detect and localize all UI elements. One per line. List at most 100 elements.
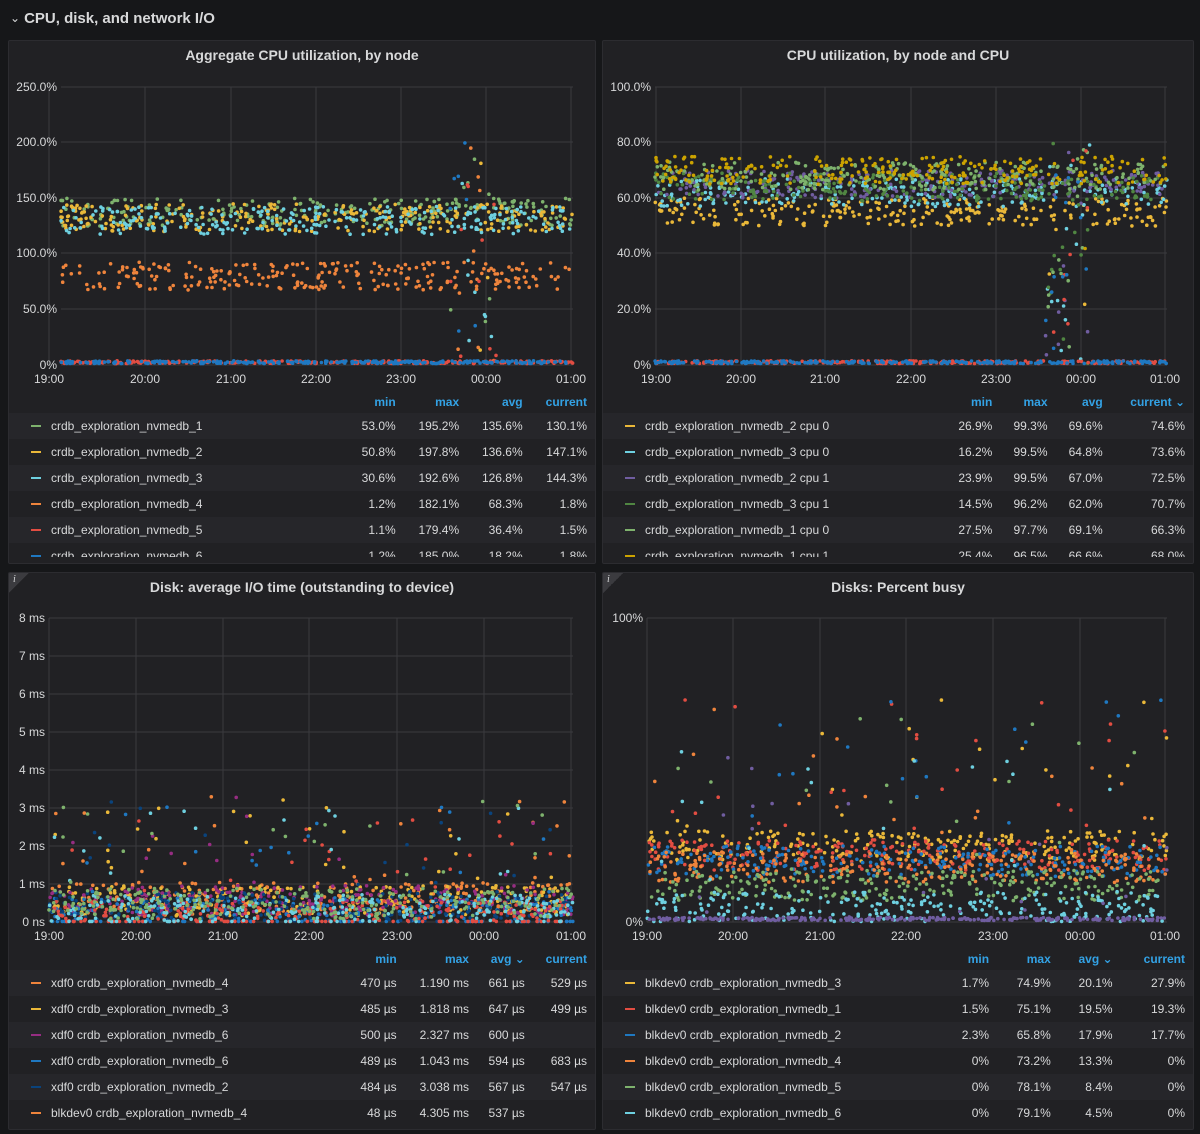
series-color-swatch[interactable]: [31, 477, 41, 479]
legend-col-0[interactable]: min: [945, 948, 997, 970]
series-color-swatch[interactable]: [625, 425, 635, 427]
legend-row[interactable]: blkdev0 crdb_exploration_nvmedb_3 1.7% 74.…: [603, 970, 1193, 996]
series-color-swatch[interactable]: [31, 1086, 41, 1088]
chevron-down-icon[interactable]: ⌄: [10, 11, 20, 25]
series-name[interactable]: xdf0 crdb_exploration_nvmedb_6: [51, 1054, 228, 1068]
series-color-swatch[interactable]: [625, 982, 635, 984]
series-name[interactable]: crdb_exploration_nvmedb_3: [51, 471, 202, 485]
legend-col-1[interactable]: max: [405, 948, 477, 970]
legend-row[interactable]: crdb_exploration_nvmedb_2 cpu 0 26.9% 99.3…: [603, 413, 1193, 439]
series-color-swatch[interactable]: [625, 1008, 635, 1010]
legend-row[interactable]: blkdev0 crdb_exploration_nvmedb_4 48 µs 4.…: [9, 1100, 595, 1123]
series-color-swatch[interactable]: [31, 982, 41, 984]
legend-col-3[interactable]: current: [531, 391, 595, 413]
series-name[interactable]: xdf0 crdb_exploration_nvmedb_6: [51, 1028, 228, 1042]
series-name[interactable]: crdb_exploration_nvmedb_3 cpu 0: [645, 445, 829, 459]
series-name[interactable]: blkdev0 crdb_exploration_nvmedb_5: [645, 1080, 841, 1094]
series-name[interactable]: crdb_exploration_nvmedb_2 cpu 1: [645, 471, 829, 485]
series-color-swatch[interactable]: [625, 1034, 635, 1036]
series-color-swatch[interactable]: [625, 1086, 635, 1088]
row-header[interactable]: ⌄ CPU, disk, and network I/O: [0, 0, 1200, 36]
series-name[interactable]: crdb_exploration_nvmedb_4: [51, 497, 202, 511]
legend-col-2[interactable]: avg: [467, 391, 530, 413]
legend-col-2[interactable]: avg ⌄: [477, 948, 533, 970]
legend-col-3[interactable]: current: [533, 948, 595, 970]
legend-col-0[interactable]: min: [349, 948, 405, 970]
series-name[interactable]: crdb_exploration_nvmedb_3 cpu 1: [645, 497, 829, 511]
legend-row[interactable]: crdb_exploration_nvmedb_3 cpu 0 16.2% 99.5…: [603, 439, 1193, 465]
panel-disks-percent-busy[interactable]: i Disks: Percent busy 100% 0% 19:00 20:00 21:0…: [602, 572, 1194, 1130]
legend-col-2[interactable]: avg: [1056, 391, 1111, 413]
series-name[interactable]: crdb_exploration_nvmedb_1 cpu 0: [645, 523, 829, 537]
legend-col-1[interactable]: max: [1000, 391, 1055, 413]
series-color-swatch[interactable]: [625, 477, 635, 479]
series-color-swatch[interactable]: [31, 1034, 41, 1036]
series-name[interactable]: crdb_exploration_nvmedb_1 cpu 1: [645, 549, 829, 557]
legend-col-1[interactable]: max: [997, 948, 1059, 970]
graph-area[interactable]: 100.0% 80.0% 60.0% 40.0% 20.0% 0%19:00 20:00 21…: [603, 41, 1193, 395]
series-name[interactable]: xdf0 crdb_exploration_nvmedb_4: [51, 976, 228, 990]
series-name[interactable]: blkdev0 crdb_exploration_nvmedb_4: [645, 1054, 841, 1068]
series-color-swatch[interactable]: [31, 1008, 41, 1010]
graph-area[interactable]: 8 ms 7 ms 6 ms 5 ms 4 ms 3 ms 2 ms 1 ms 0 ns19:0…: [9, 573, 595, 952]
series-name[interactable]: xdf0 crdb_exploration_nvmedb_3: [51, 1002, 228, 1016]
series-name[interactable]: blkdev0 crdb_exploration_nvmedb_4: [51, 1106, 247, 1120]
graph-area[interactable]: 100% 0%19:00 20:00 21:00 22:00 23:00 00:00 01:0…: [603, 573, 1193, 952]
series-color-swatch[interactable]: [625, 503, 635, 505]
panel-disk-io-time[interactable]: i Disk: average I/O time (outstanding to …: [8, 572, 596, 1130]
series-name[interactable]: crdb_exploration_nvmedb_5: [51, 523, 202, 537]
series-name[interactable]: blkdev0 crdb_exploration_nvmedb_6: [645, 1106, 841, 1120]
series-name[interactable]: crdb_exploration_nvmedb_2: [51, 445, 202, 459]
panel-cpu-by-node-and-cpu[interactable]: CPU utilization, by node and CPU 100.0% 80…: [602, 40, 1194, 564]
legend-col-0[interactable]: min: [349, 391, 404, 413]
series-name[interactable]: crdb_exploration_nvmedb_6: [51, 549, 202, 557]
series-color-swatch[interactable]: [625, 555, 635, 557]
legend-row[interactable]: blkdev0 crdb_exploration_nvmedb_4 0% 73.2%…: [603, 1048, 1193, 1074]
legend-row[interactable]: crdb_exploration_nvmedb_3 cpu 1 14.5% 96.2…: [603, 491, 1193, 517]
legend-row[interactable]: crdb_exploration_nvmedb_6 1.2% 185.0% 18.2%…: [9, 543, 595, 557]
series-color-swatch[interactable]: [31, 555, 41, 557]
legend-col-3[interactable]: current ⌄: [1111, 391, 1193, 413]
legend-row[interactable]: crdb_exploration_nvmedb_4 1.2% 182.1% 68.3%…: [9, 491, 595, 517]
legend-row[interactable]: xdf0 crdb_exploration_nvmedb_2 484 µs 3.03…: [9, 1074, 595, 1100]
series-color-swatch[interactable]: [625, 1112, 635, 1114]
legend-row[interactable]: blkdev0 crdb_exploration_nvmedb_6 0% 79.1%…: [603, 1100, 1193, 1123]
series-name[interactable]: crdb_exploration_nvmedb_2 cpu 0: [645, 419, 829, 433]
legend-col-0[interactable]: min: [945, 391, 1000, 413]
series-color-swatch[interactable]: [31, 529, 41, 531]
legend-row[interactable]: blkdev0 crdb_exploration_nvmedb_1 1.5% 75.…: [603, 996, 1193, 1022]
legend-row[interactable]: crdb_exploration_nvmedb_2 cpu 1 23.9% 99.5…: [603, 465, 1193, 491]
series-name[interactable]: blkdev0 crdb_exploration_nvmedb_3: [645, 976, 841, 990]
series-color-swatch[interactable]: [625, 1060, 635, 1062]
legend-row[interactable]: blkdev0 crdb_exploration_nvmedb_2 2.3% 65.…: [603, 1022, 1193, 1048]
legend-row[interactable]: crdb_exploration_nvmedb_1 cpu 1 25.4% 96.5…: [603, 543, 1193, 557]
legend-col-3[interactable]: current: [1121, 948, 1193, 970]
legend-row[interactable]: xdf0 crdb_exploration_nvmedb_6 500 µs 2.32…: [9, 1022, 595, 1048]
series-color-swatch[interactable]: [31, 425, 41, 427]
series-color-swatch[interactable]: [625, 451, 635, 453]
legend-row[interactable]: xdf0 crdb_exploration_nvmedb_4 470 µs 1.19…: [9, 970, 595, 996]
series-color-swatch[interactable]: [31, 1060, 41, 1062]
legend-row[interactable]: crdb_exploration_nvmedb_3 30.6% 192.6% 126.…: [9, 465, 595, 491]
legend-row[interactable]: xdf0 crdb_exploration_nvmedb_6 489 µs 1.04…: [9, 1048, 595, 1074]
series-name[interactable]: blkdev0 crdb_exploration_nvmedb_1: [645, 1002, 841, 1016]
legend-row[interactable]: xdf0 crdb_exploration_nvmedb_3 485 µs 1.81…: [9, 996, 595, 1022]
graph-area[interactable]: 250.0% 200.0% 150.0% 100.0% 50.0% 0%19:00 20:0…: [9, 41, 595, 395]
legend-row[interactable]: crdb_exploration_nvmedb_2 50.8% 197.8% 136.…: [9, 439, 595, 465]
legend-col-2[interactable]: avg ⌄: [1059, 948, 1121, 970]
legend-row[interactable]: crdb_exploration_nvmedb_1 cpu 0 27.5% 97.7…: [603, 517, 1193, 543]
legend-col-1[interactable]: max: [404, 391, 467, 413]
series-color-swatch[interactable]: [31, 451, 41, 453]
series-color-swatch[interactable]: [31, 503, 41, 505]
legend-row[interactable]: crdb_exploration_nvmedb_1 53.0% 195.2% 135.…: [9, 413, 595, 439]
series-name[interactable]: xdf0 crdb_exploration_nvmedb_2: [51, 1080, 228, 1094]
series-name[interactable]: crdb_exploration_nvmedb_1: [51, 419, 202, 433]
legend-row[interactable]: blkdev0 crdb_exploration_nvmedb_5 0% 78.1%…: [603, 1074, 1193, 1100]
series-color-swatch[interactable]: [625, 529, 635, 531]
scatter-points: [47, 795, 574, 923]
panel-aggregate-cpu[interactable]: Aggregate CPU utilization, by node 250.0%…: [8, 40, 596, 564]
legend-row[interactable]: crdb_exploration_nvmedb_5 1.1% 179.4% 36.4%…: [9, 517, 595, 543]
series-name[interactable]: blkdev0 crdb_exploration_nvmedb_2: [645, 1028, 841, 1042]
series-min: 1.2%: [349, 491, 404, 517]
series-color-swatch[interactable]: [31, 1112, 41, 1114]
